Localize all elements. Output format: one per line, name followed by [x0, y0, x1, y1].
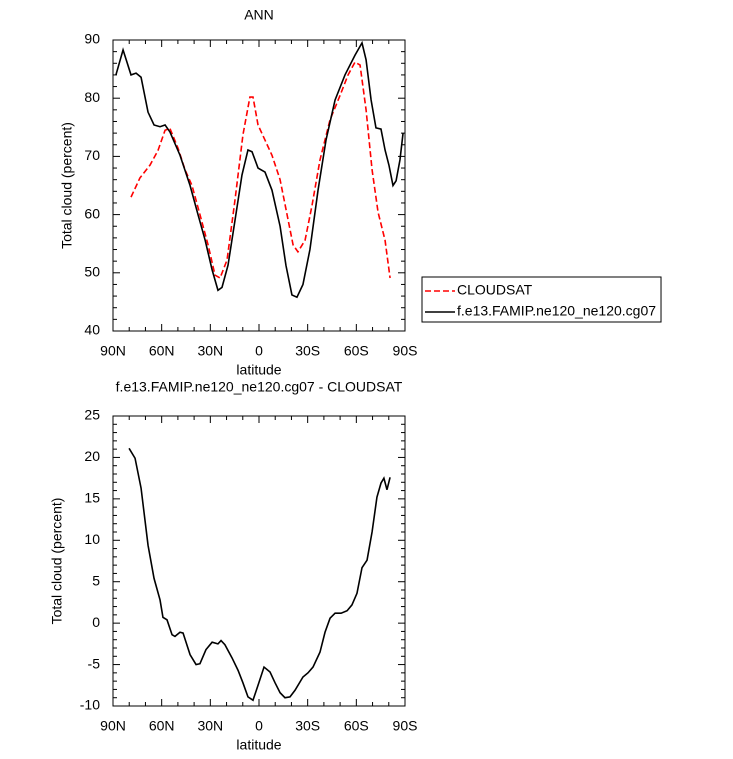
- y-tick-label: 15: [84, 490, 100, 506]
- plot-frame: [112, 39, 406, 332]
- y-tick-label: 20: [84, 448, 100, 464]
- x-tick-label: 60N: [149, 343, 175, 359]
- y-tick-label: 60: [84, 205, 100, 221]
- x-tick-label: 90S: [393, 343, 418, 359]
- legend: CLOUDSAT f.e13.FAMIP.ne120_ne120.cg07: [421, 276, 662, 323]
- x-tick-label: 30S: [295, 343, 320, 359]
- series-line: [130, 61, 391, 280]
- series-line: [128, 447, 391, 702]
- y-axis-label: Total cloud (percent): [59, 122, 75, 249]
- y-tick-label: 25: [84, 407, 100, 423]
- x-tick-label: 30N: [197, 718, 223, 734]
- series-line: [115, 40, 404, 299]
- y-tick-label: 80: [84, 89, 100, 105]
- x-tick-label: 90N: [100, 343, 126, 359]
- x-tick-label: 0: [255, 343, 263, 359]
- legend-frame: [421, 276, 662, 323]
- chart-title: ANN: [244, 7, 274, 23]
- x-tick-label: 30N: [197, 343, 223, 359]
- x-tick-label: 90N: [100, 718, 126, 734]
- y-tick-label: -5: [88, 655, 101, 671]
- y-tick-label: 40: [84, 322, 100, 338]
- x-tick-label: 60S: [344, 343, 369, 359]
- y-tick-label: 70: [84, 147, 100, 163]
- legend-label: CLOUDSAT: [457, 282, 533, 298]
- y-tick-label: 0: [92, 614, 100, 630]
- x-tick-label: 0: [255, 718, 263, 734]
- x-axis-label: latitude: [236, 362, 281, 378]
- y-tick-label: 5: [92, 572, 100, 588]
- y-axis-label: Total cloud (percent): [49, 498, 65, 625]
- x-tick-label: 60N: [149, 718, 175, 734]
- legend-label: f.e13.FAMIP.ne120_ne120.cg07: [457, 303, 656, 319]
- x-tick-label: 30S: [295, 718, 320, 734]
- y-tick-label: 10: [84, 531, 100, 547]
- y-tick-label: 50: [84, 264, 100, 280]
- y-tick-label: 90: [84, 31, 100, 47]
- chart-title: f.e13.FAMIP.ne120_ne120.cg07 - CLOUDSAT: [116, 379, 403, 395]
- y-tick-label: -10: [80, 697, 100, 713]
- x-tick-label: 60S: [344, 718, 369, 734]
- x-tick-label: 90S: [393, 718, 418, 734]
- x-axis-label: latitude: [236, 737, 281, 753]
- plot-frame: [112, 415, 406, 707]
